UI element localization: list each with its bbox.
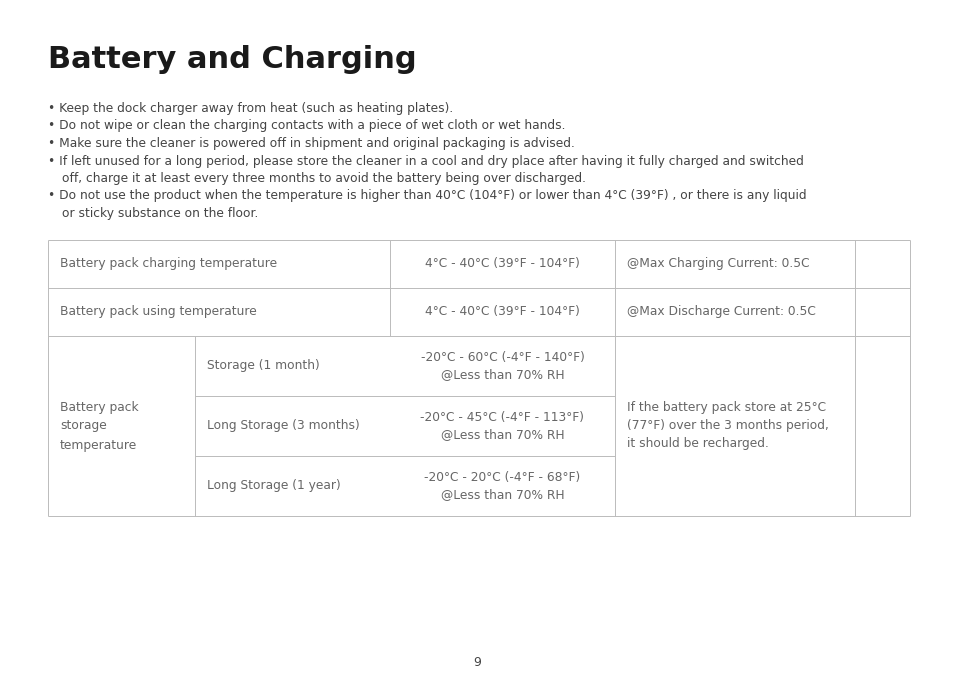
- Text: -20°C - 60°C (-4°F - 140°F)
@Less than 70% RH: -20°C - 60°C (-4°F - 140°F) @Less than 7…: [420, 351, 584, 381]
- Text: • Do not wipe or clean the charging contacts with a piece of wet cloth or wet ha: • Do not wipe or clean the charging cont…: [48, 119, 565, 132]
- Text: off, charge it at least every three months to avoid the battery being over disch: off, charge it at least every three mont…: [62, 172, 585, 185]
- Text: Battery pack
storage
temperature: Battery pack storage temperature: [60, 400, 138, 451]
- Text: 4°C - 40°C (39°F - 104°F): 4°C - 40°C (39°F - 104°F): [425, 306, 579, 318]
- Text: Long Storage (1 year): Long Storage (1 year): [207, 479, 340, 492]
- Text: • Keep the dock charger away from heat (such as heating plates).: • Keep the dock charger away from heat (…: [48, 102, 453, 115]
- Text: • If left unused for a long period, please store the cleaner in a cool and dry p: • If left unused for a long period, plea…: [48, 155, 803, 168]
- Text: Long Storage (3 months): Long Storage (3 months): [207, 419, 359, 432]
- Text: @Max Charging Current: 0.5C: @Max Charging Current: 0.5C: [626, 258, 809, 271]
- Text: 9: 9: [473, 657, 480, 670]
- Text: Storage (1 month): Storage (1 month): [207, 359, 319, 372]
- Text: -20°C - 20°C (-4°F - 68°F)
@Less than 70% RH: -20°C - 20°C (-4°F - 68°F) @Less than 70…: [424, 471, 580, 501]
- Text: @Max Discharge Current: 0.5C: @Max Discharge Current: 0.5C: [626, 306, 815, 318]
- Text: -20°C - 45°C (-4°F - 113°F)
@Less than 70% RH: -20°C - 45°C (-4°F - 113°F) @Less than 7…: [420, 411, 584, 441]
- Text: Battery and Charging: Battery and Charging: [48, 45, 416, 74]
- Text: or sticky substance on the floor.: or sticky substance on the floor.: [62, 207, 258, 220]
- Text: Battery pack using temperature: Battery pack using temperature: [60, 306, 256, 318]
- Text: Battery pack charging temperature: Battery pack charging temperature: [60, 258, 276, 271]
- Text: 4°C - 40°C (39°F - 104°F): 4°C - 40°C (39°F - 104°F): [425, 258, 579, 271]
- Text: • Make sure the cleaner is powered off in shipment and original packaging is adv: • Make sure the cleaner is powered off i…: [48, 137, 575, 150]
- Text: • Do not use the product when the temperature is higher than 40°C (104°F) or low: • Do not use the product when the temper…: [48, 190, 806, 203]
- Text: If the battery pack store at 25°C
(77°F) over the 3 months period,
it should be : If the battery pack store at 25°C (77°F)…: [626, 402, 828, 451]
